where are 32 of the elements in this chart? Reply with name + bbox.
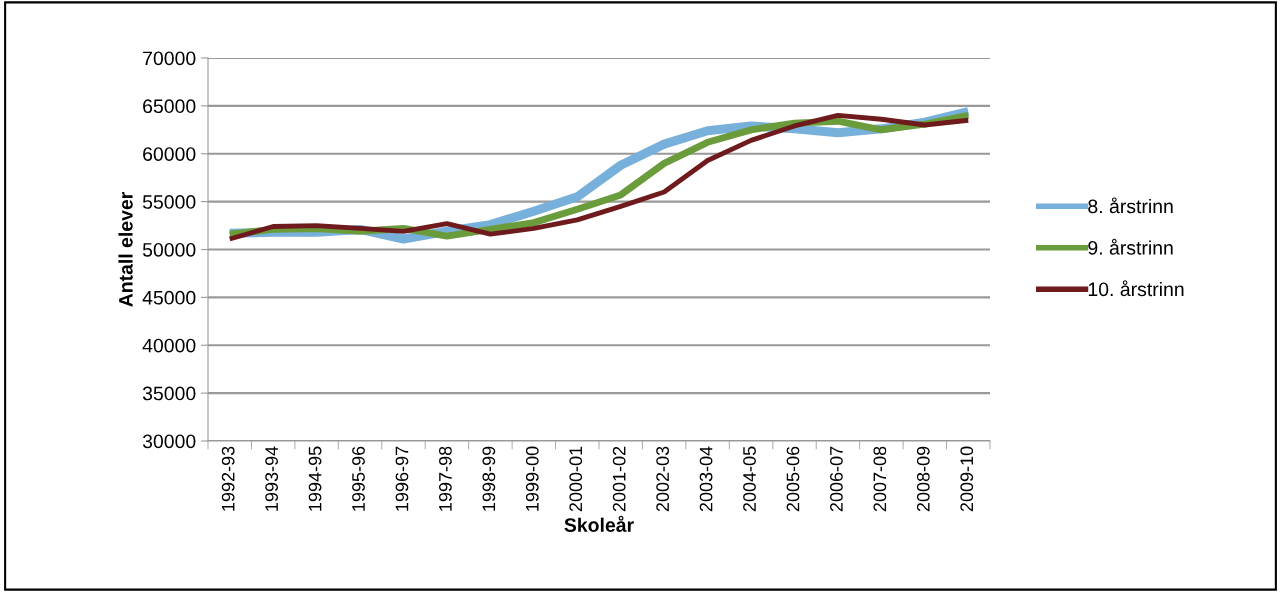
x-tick-label: 2000-01 xyxy=(569,446,583,512)
x-tick-label: 2004-05 xyxy=(743,446,756,512)
x-tick-label: 1993-94 xyxy=(265,446,279,511)
x-tick-label: 1996-97 xyxy=(395,446,409,511)
x-tick-label: 1994-95 xyxy=(308,446,322,511)
x-tick-label: 2007-08 xyxy=(873,446,887,512)
x-tick-label: 1998-99 xyxy=(482,446,496,511)
x-axis-title: Skoleår xyxy=(564,515,634,532)
x-tick-label: 2001-02 xyxy=(612,446,626,512)
x-tick-label: 1992-93 xyxy=(221,446,235,511)
x-tick-label: 2006-07 xyxy=(830,446,843,512)
y-tick-label: 70000 xyxy=(143,51,196,66)
x-tick-label: 1997-98 xyxy=(439,446,452,511)
y-tick-label: 65000 xyxy=(143,99,196,114)
x-tick-label: 2003-04 xyxy=(699,446,713,512)
legend-label: 9. årstrinn xyxy=(1088,238,1173,255)
y-axis-title: Antall elever xyxy=(118,191,133,307)
y-tick-label: 30000 xyxy=(142,434,196,449)
x-tick-label: 2009-10 xyxy=(960,446,974,512)
legend-label: 10. årstrinn xyxy=(1088,280,1184,297)
x-tick-label: 2005-06 xyxy=(786,446,800,512)
x-tick-label: 2008-09 xyxy=(916,446,930,512)
y-tick-label: 50000 xyxy=(142,242,196,257)
y-tick-label: 55000 xyxy=(142,195,196,209)
y-tick-label: 35000 xyxy=(142,386,196,401)
x-tick-label: 1995-96 xyxy=(352,446,365,511)
x-tick-label: 1999-00 xyxy=(525,446,539,511)
x-tick-label: 2002-03 xyxy=(656,446,670,512)
y-tick-label: 60000 xyxy=(143,147,196,161)
y-tick-label: 40000 xyxy=(142,338,196,353)
y-tick-label: 45000 xyxy=(142,290,196,305)
legend-label: 8. årstrinn xyxy=(1088,197,1173,214)
